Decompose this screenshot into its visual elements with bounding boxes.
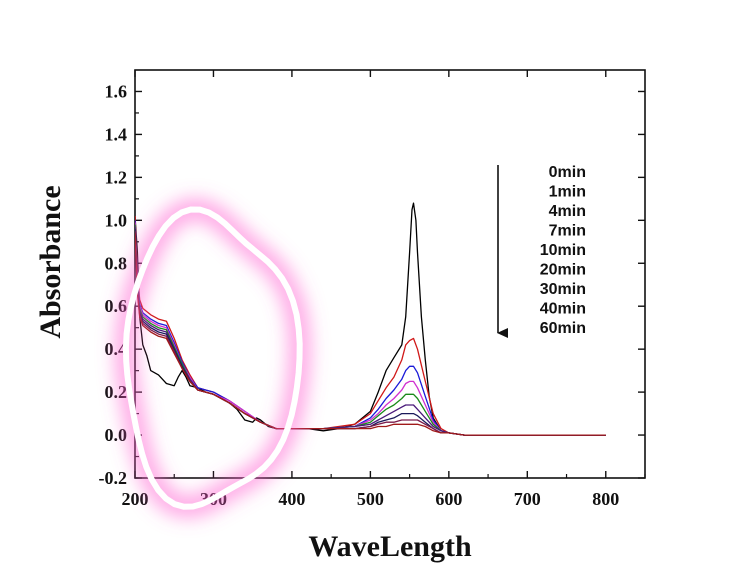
x-axis-ticks: 200 300 400 500 600 700 800	[122, 70, 646, 509]
y-tick-label: 1.0	[105, 210, 128, 230]
x-axis-title: WaveLength	[308, 530, 472, 563]
legend-entry: 40min	[540, 301, 586, 318]
series-line-0min	[135, 202, 606, 436]
y-tick-label: -0.2	[99, 468, 128, 488]
series-line-4min	[135, 220, 606, 436]
x-tick-label: 200	[122, 489, 149, 509]
legend-entry: 10min	[540, 242, 586, 259]
series-line-10min	[135, 224, 606, 436]
legend-entry: 60min	[540, 320, 586, 337]
series-line-60min	[135, 233, 606, 436]
series-line-20min	[135, 226, 606, 436]
legend-entry: 4min	[549, 203, 586, 220]
series-line-1min	[135, 215, 606, 436]
legend-entry: 30min	[540, 281, 586, 298]
x-tick-label: 500	[357, 489, 384, 509]
y-tick-label: 1.6	[105, 81, 128, 101]
y-tick-label: 0.0	[105, 425, 128, 445]
series-line-7min	[135, 222, 606, 436]
y-tick-label: 1.4	[105, 124, 128, 144]
x-tick-label: 400	[278, 489, 305, 509]
legend-entry: 0min	[549, 164, 586, 181]
series-line-40min	[135, 231, 606, 436]
y-tick-label: 1.2	[105, 167, 128, 187]
x-tick-label: 600	[435, 489, 462, 509]
x-tick-label: 700	[514, 489, 541, 509]
series-line-30min	[135, 228, 606, 436]
legend: 0min 1min 4min 7min 10min 20min 30min 40min 60mi…	[497, 164, 586, 338]
highlight-annotation	[114, 198, 311, 518]
legend-entry: 1min	[549, 184, 586, 201]
series-layer	[135, 202, 606, 436]
y-axis-title: Absorbance	[34, 185, 67, 338]
y-tick-label: 0.8	[105, 253, 128, 273]
legend-entry: 20min	[540, 262, 586, 279]
highlight-ring	[122, 206, 303, 510]
legend-entry: 7min	[549, 223, 586, 240]
x-tick-label: 800	[592, 489, 619, 509]
